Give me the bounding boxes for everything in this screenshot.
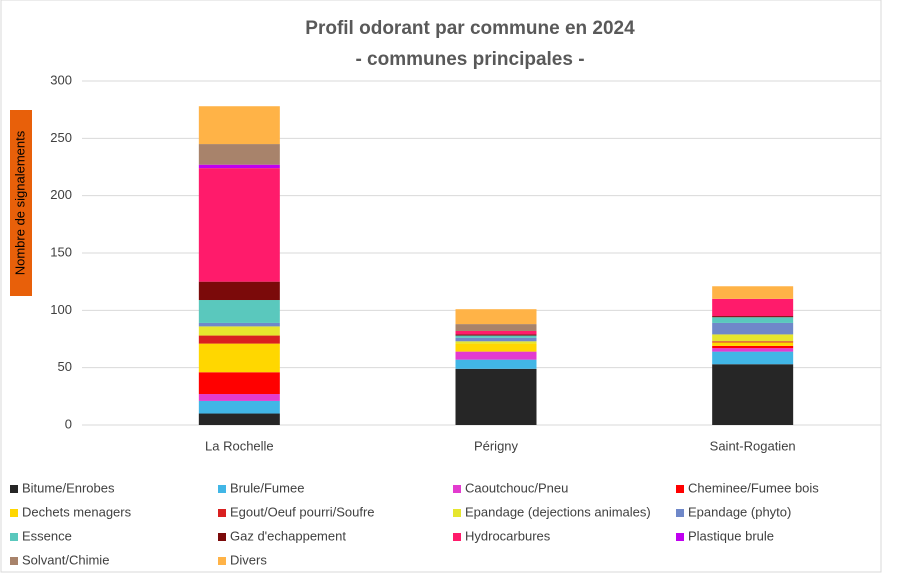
legend-label: Essence — [22, 528, 72, 543]
bar-segment — [712, 322, 794, 335]
x-tick-label: Saint-Rogatien — [710, 438, 796, 453]
bar-segment — [712, 286, 794, 299]
bar-segment — [712, 351, 794, 365]
bar-segment — [712, 348, 794, 352]
x-tick-label: Périgny — [474, 438, 519, 453]
bar-segment — [455, 351, 537, 360]
y-tick-label: 100 — [50, 302, 72, 317]
y-tick-label: 150 — [50, 244, 72, 259]
bar-segment — [198, 322, 280, 327]
legend-label: Bitume/Enrobes — [22, 480, 115, 495]
legend-swatch — [676, 509, 684, 517]
bar-segment — [712, 298, 794, 317]
legend-swatch — [218, 509, 226, 517]
legend-label: Egout/Oeuf pourri/Soufre — [230, 504, 375, 519]
bar-segment — [455, 324, 537, 331]
bar-segment — [712, 342, 794, 346]
bar-segment — [198, 300, 280, 323]
legend-label: Gaz d'echappement — [230, 528, 346, 543]
legend-label: Dechets menagers — [22, 504, 132, 519]
legend-label: Caoutchouc/Pneu — [465, 480, 568, 495]
bar-segment — [198, 326, 280, 336]
bar-segment — [712, 341, 794, 343]
bar-segment — [198, 372, 280, 395]
bar-segment — [455, 330, 537, 335]
legend-swatch — [218, 557, 226, 565]
legend-swatch — [676, 485, 684, 493]
legend-swatch — [453, 533, 461, 541]
bar-segment — [198, 144, 280, 165]
legend-swatch — [676, 533, 684, 541]
bar-segment — [712, 334, 794, 342]
legend-swatch — [10, 557, 18, 565]
chart-frame — [0, 0, 882, 573]
bar-segment — [198, 106, 280, 145]
bar-segment — [712, 316, 794, 318]
y-tick-label: 250 — [50, 130, 72, 145]
bar-segment — [198, 168, 280, 282]
y-tick-label: 50 — [58, 359, 72, 374]
chart-subtitle: - communes principales - — [355, 49, 584, 70]
bar-segment — [455, 337, 537, 342]
bar-segment — [455, 359, 537, 369]
legend-label: Divers — [230, 552, 267, 567]
legend-label: Hydrocarbures — [465, 528, 551, 543]
legend-swatch — [10, 485, 18, 493]
chart-title: Profil odorant par commune en 2024 — [305, 18, 635, 39]
bar-segment — [455, 334, 537, 336]
y-tick-label: 200 — [50, 187, 72, 202]
bar-segment — [198, 343, 280, 373]
bar-segment — [455, 341, 537, 344]
legend-swatch — [453, 485, 461, 493]
legend-label: Epandage (dejections animales) — [465, 504, 651, 519]
legend-swatch — [10, 533, 18, 541]
bar-segment — [198, 413, 280, 425]
x-tick-label: La Rochelle — [205, 438, 274, 453]
legend-swatch — [218, 533, 226, 541]
legend-label: Plastique brule — [688, 528, 774, 543]
legend-label: Epandage (phyto) — [688, 504, 791, 519]
bar-segment — [455, 368, 537, 425]
bar-segment — [712, 345, 794, 349]
legend-label: Cheminee/Fumee bois — [688, 480, 819, 495]
bar-segment — [712, 317, 794, 323]
bar-segment — [455, 343, 537, 352]
legend-swatch — [453, 509, 461, 517]
bar-segment — [198, 335, 280, 344]
bar-segment — [198, 394, 280, 401]
legend-label: Solvant/Chimie — [22, 552, 109, 567]
y-axis-label: Nombre de signalements — [12, 130, 27, 275]
bar-segment — [455, 309, 537, 325]
bar-segment — [198, 164, 280, 169]
legend-swatch — [218, 485, 226, 493]
bar-segment — [198, 281, 280, 301]
y-tick-label: 0 — [65, 416, 72, 431]
y-tick-label: 300 — [50, 72, 72, 87]
bar-segment — [198, 400, 280, 414]
bar-segment — [455, 335, 537, 338]
y-label-box — [10, 110, 32, 296]
legend-swatch — [10, 509, 18, 517]
bar-segment — [712, 364, 794, 425]
legend-label: Brule/Fumee — [230, 480, 304, 495]
